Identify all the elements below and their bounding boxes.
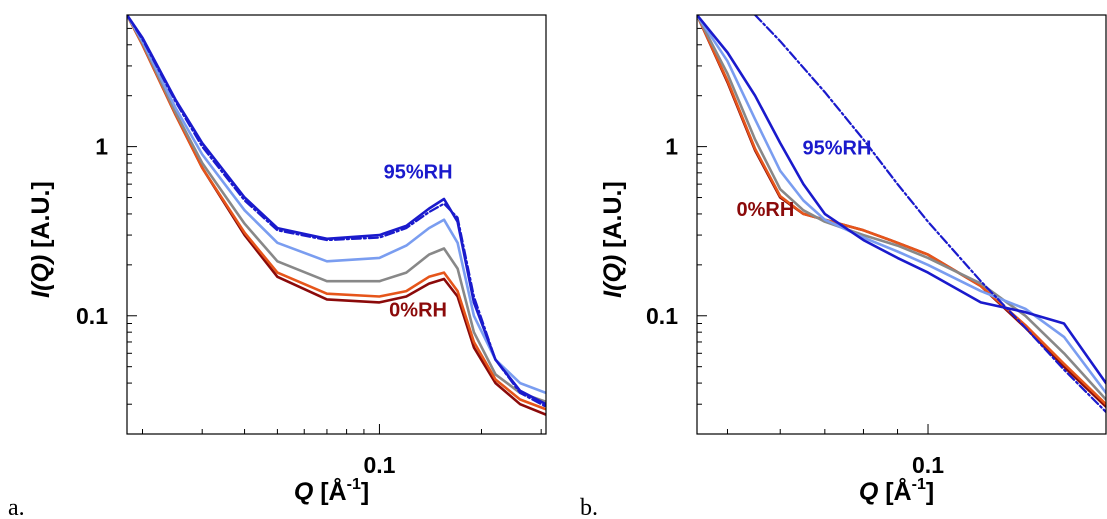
series-line-2 xyxy=(127,15,546,404)
series-line-1 xyxy=(127,15,546,411)
series-line-5 xyxy=(127,15,546,408)
annotation-label: 0%RH xyxy=(389,300,447,322)
panel-label: a. xyxy=(8,495,25,519)
x-tick-label: 0.1 xyxy=(912,452,944,478)
panel-b: 0.110.1Q [Å-1]I(Q) [A.U.]95%RH0%RHb. xyxy=(580,14,1107,519)
plot-frame xyxy=(696,14,1107,435)
x-axis-ticks xyxy=(726,424,929,434)
y-tick-label: 0.1 xyxy=(76,303,108,329)
y-tick-label: 1 xyxy=(95,134,108,160)
series-line-3 xyxy=(127,15,546,395)
series-group xyxy=(127,15,546,416)
x-tick-label: 0.1 xyxy=(363,452,395,478)
y-axis-title: I(Q) [A.U.] xyxy=(599,181,627,298)
y-tick-label: 0.1 xyxy=(646,303,678,329)
y-axis-ticks xyxy=(697,14,707,435)
y-axis-ticks xyxy=(127,14,137,435)
x-axis-title: Q [Å-1] xyxy=(294,476,369,506)
series-line-3 xyxy=(697,15,1106,395)
plot-frame xyxy=(126,14,547,435)
series-group xyxy=(697,15,1106,414)
series-line-2 xyxy=(697,15,1106,401)
x-axis-title: Q [Å-1] xyxy=(859,476,934,506)
annotation-label: 95%RH xyxy=(803,137,872,159)
series-line-5 xyxy=(754,15,1106,414)
annotation-label: 95%RH xyxy=(384,161,453,183)
panel-a: 0.110.1Q [Å-1]I(Q) [A.U.]95%RH0%RHa. xyxy=(8,14,547,519)
panel-label: b. xyxy=(580,495,598,519)
series-line-0 xyxy=(127,15,546,416)
series-line-4 xyxy=(697,15,1106,385)
x-axis-ticks xyxy=(142,424,542,434)
y-axis-title: I(Q) [A.U.] xyxy=(27,181,55,298)
series-line-1 xyxy=(697,15,1106,406)
series-line-4 xyxy=(127,15,546,406)
y-tick-label: 1 xyxy=(665,134,678,160)
annotation-label: 0%RH xyxy=(736,199,794,221)
